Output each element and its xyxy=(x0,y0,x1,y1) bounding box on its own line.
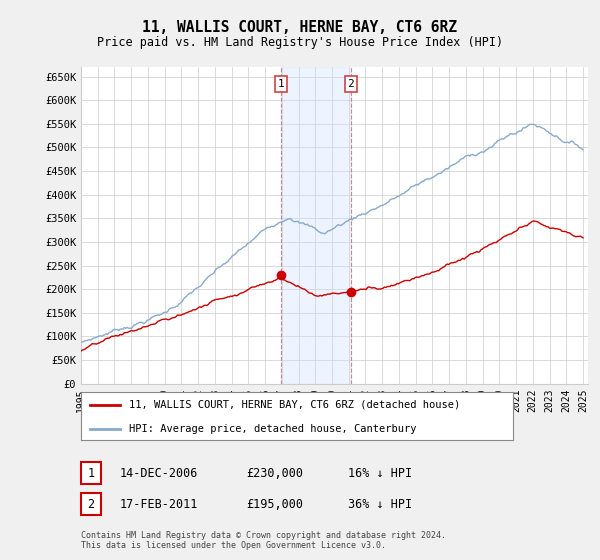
Text: 11, WALLIS COURT, HERNE BAY, CT6 6RZ: 11, WALLIS COURT, HERNE BAY, CT6 6RZ xyxy=(143,20,458,35)
Text: 17-FEB-2011: 17-FEB-2011 xyxy=(120,497,199,511)
Text: 1: 1 xyxy=(278,79,284,88)
Text: 16% ↓ HPI: 16% ↓ HPI xyxy=(348,466,412,480)
Text: £195,000: £195,000 xyxy=(246,497,303,511)
Text: 2: 2 xyxy=(347,79,354,88)
Text: 2: 2 xyxy=(88,497,94,511)
Text: 14-DEC-2006: 14-DEC-2006 xyxy=(120,466,199,480)
Text: HPI: Average price, detached house, Canterbury: HPI: Average price, detached house, Cant… xyxy=(128,424,416,433)
Text: 11, WALLIS COURT, HERNE BAY, CT6 6RZ (detached house): 11, WALLIS COURT, HERNE BAY, CT6 6RZ (de… xyxy=(128,400,460,410)
Text: 1: 1 xyxy=(88,466,94,480)
Text: Price paid vs. HM Land Registry's House Price Index (HPI): Price paid vs. HM Land Registry's House … xyxy=(97,36,503,49)
Text: 36% ↓ HPI: 36% ↓ HPI xyxy=(348,497,412,511)
Bar xyxy=(281,67,351,384)
Text: Contains HM Land Registry data © Crown copyright and database right 2024.
This d: Contains HM Land Registry data © Crown c… xyxy=(81,531,446,550)
Text: £230,000: £230,000 xyxy=(246,466,303,480)
